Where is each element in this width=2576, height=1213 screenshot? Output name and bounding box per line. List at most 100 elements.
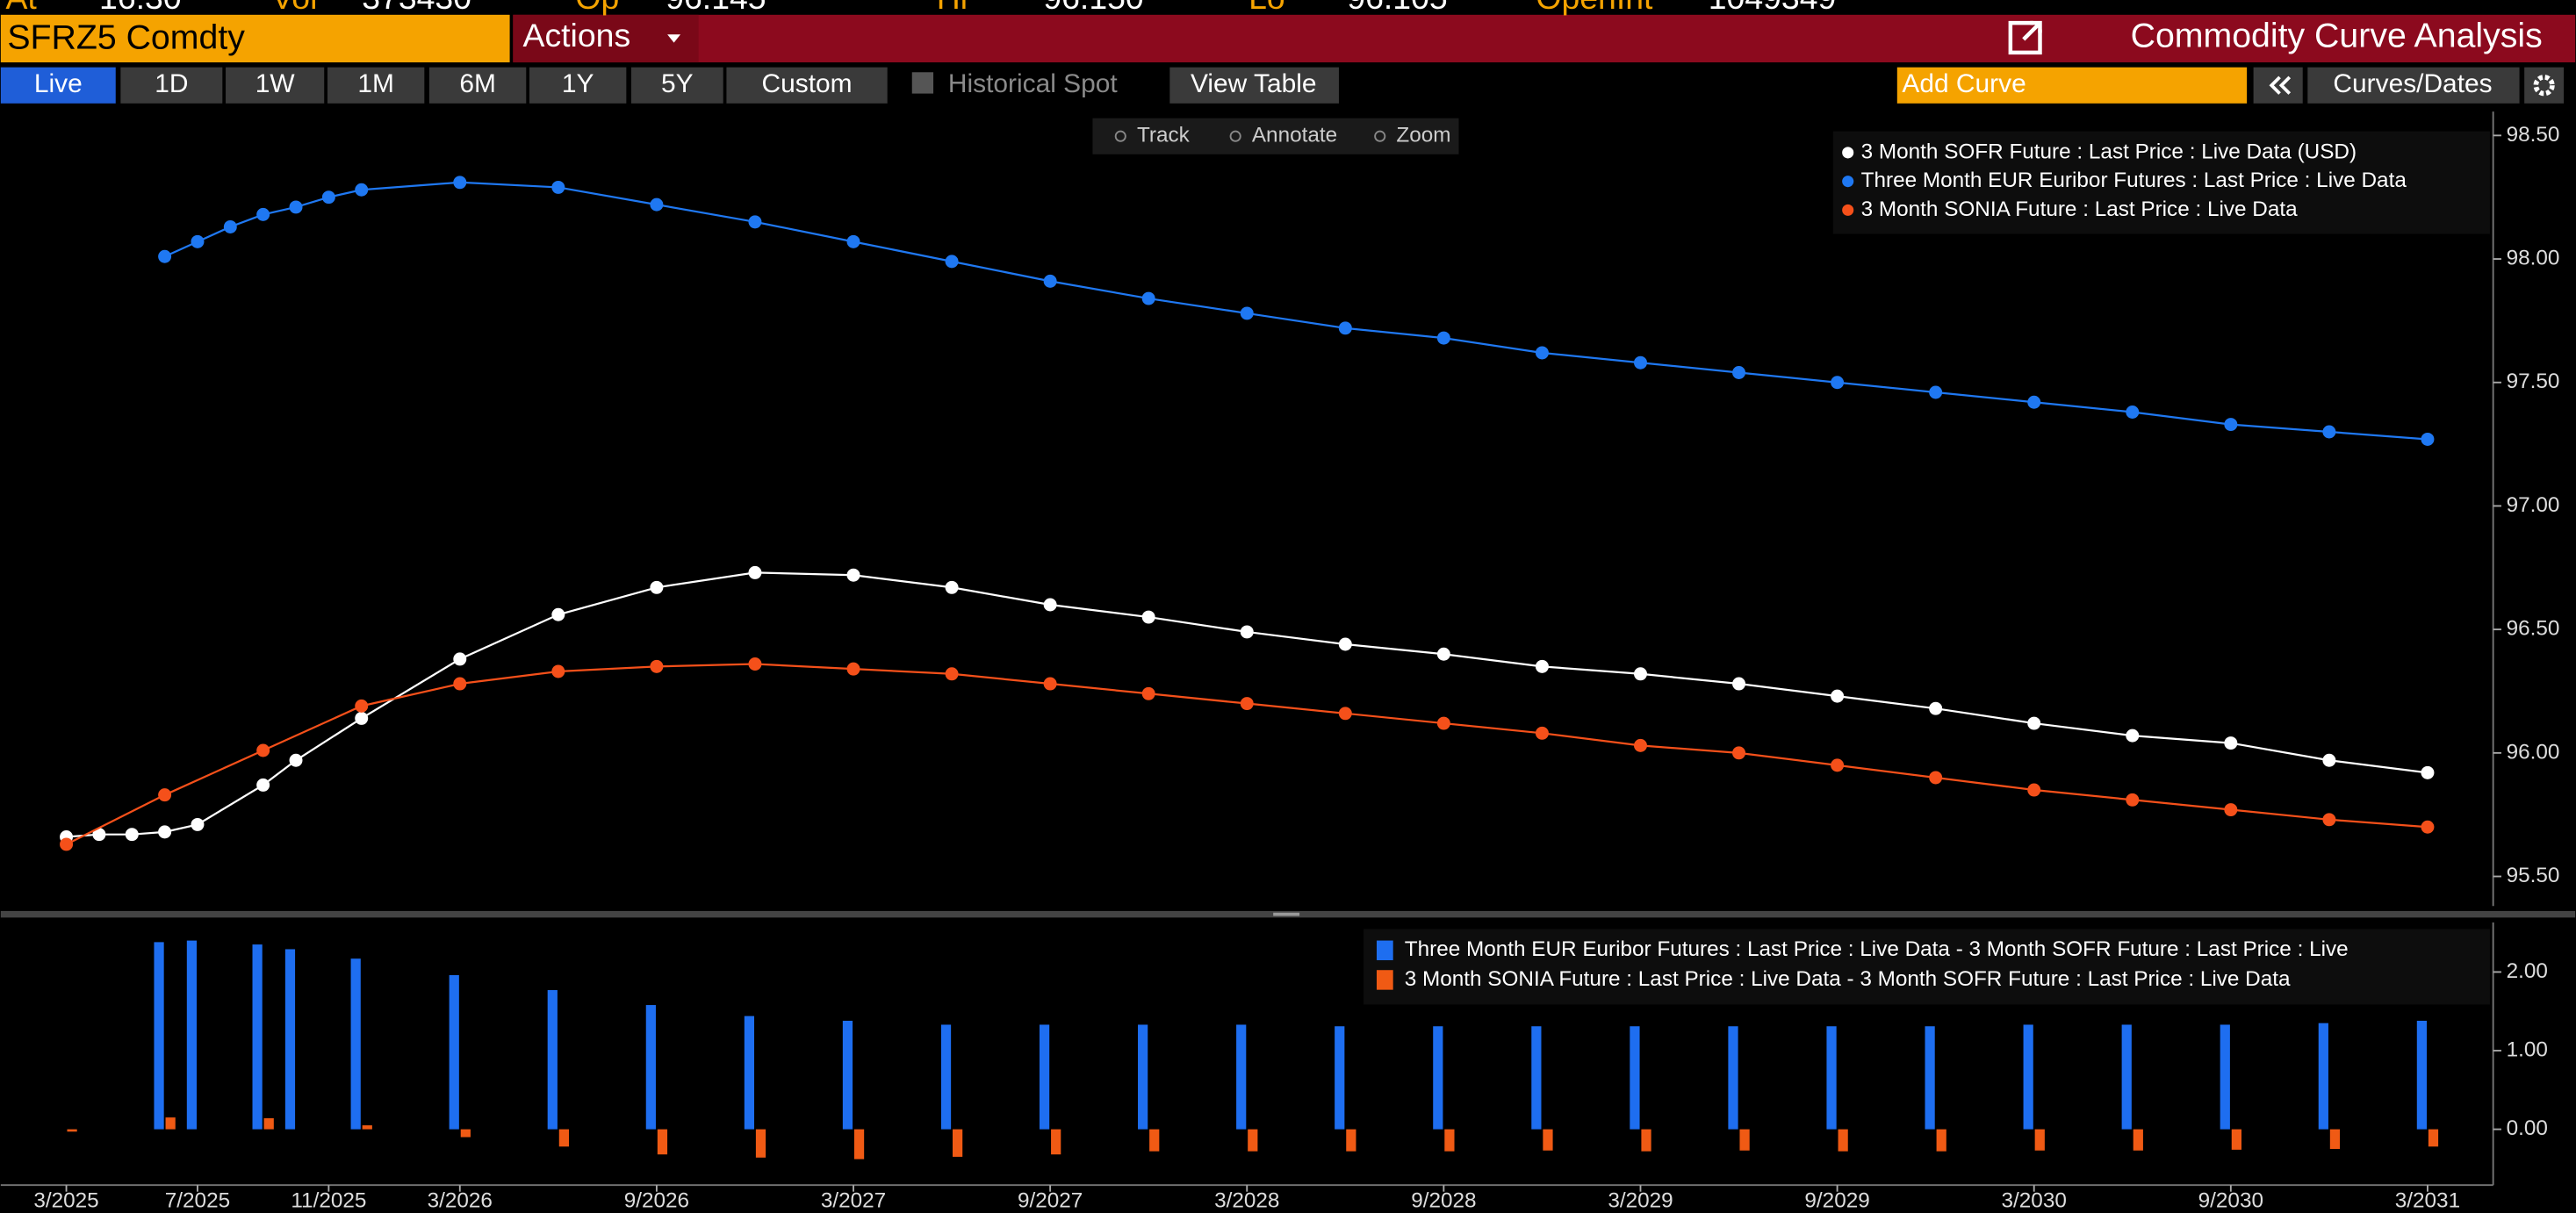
data-point — [2421, 432, 2435, 446]
collapse-icon — [2269, 75, 2292, 95]
data-point — [1633, 667, 1647, 681]
bar — [1936, 1129, 1946, 1152]
data-point — [1929, 701, 1943, 715]
y-tick-label: 96.50 — [2507, 617, 2560, 641]
bar — [657, 1129, 668, 1155]
curves-dates-button[interactable] — [2307, 67, 2520, 104]
collapse-button[interactable] — [2253, 67, 2303, 104]
data-point — [2421, 765, 2435, 779]
bar — [1728, 1026, 1738, 1130]
range-label: 6M — [459, 69, 496, 98]
bar — [853, 1129, 865, 1159]
data-point — [551, 180, 565, 194]
range-button[interactable] — [428, 67, 527, 104]
actions-button[interactable] — [513, 14, 699, 63]
chart-tools — [1092, 118, 1459, 154]
x-tick-label: 9/2030 — [2198, 1188, 2263, 1212]
legend-marker — [1842, 204, 1854, 216]
app-title: Commodity Curve Analysis — [2131, 16, 2543, 54]
range-label: 5Y — [661, 69, 694, 98]
range-button[interactable] — [327, 67, 425, 104]
y-tick-label: 98.00 — [2507, 246, 2560, 269]
data-point — [1436, 331, 1450, 345]
tool-label[interactable]: Annotate — [1252, 124, 1337, 147]
range-button[interactable] — [226, 67, 325, 104]
range-button[interactable] — [630, 67, 723, 104]
legend-label[interactable]: 3 Month SONIA Future : Last Price : Live… — [1861, 197, 2298, 221]
ticker-box[interactable] — [0, 14, 510, 63]
bar — [645, 1005, 656, 1130]
bar — [165, 1117, 176, 1130]
bar — [1138, 1024, 1148, 1130]
data-point — [2224, 736, 2238, 750]
bar — [1630, 1026, 1640, 1130]
bar — [1531, 1026, 1542, 1130]
bar — [2428, 1129, 2439, 1147]
range-label: 1D — [155, 69, 188, 98]
range-button[interactable] — [0, 67, 116, 104]
add-curve-input[interactable] — [1896, 67, 2248, 104]
bar — [1346, 1129, 1356, 1152]
checkbox[interactable] — [911, 72, 934, 94]
data-point — [551, 664, 565, 678]
bar — [1826, 1026, 1837, 1130]
legend-label[interactable]: 3 Month SONIA Future : Last Price : Live… — [1405, 967, 2291, 991]
data-point — [1338, 707, 1352, 721]
data-point — [1732, 677, 1746, 691]
data-point — [2224, 418, 2238, 432]
data-point — [1633, 355, 1647, 370]
data-point — [2322, 753, 2336, 767]
settings-button[interactable] — [2524, 67, 2565, 104]
data-point — [1043, 677, 1057, 691]
x-tick-label: 3/2027 — [821, 1188, 886, 1212]
bar — [558, 1129, 569, 1147]
bar — [1543, 1129, 1553, 1151]
data-point — [650, 659, 664, 673]
popout-icon[interactable] — [2008, 20, 2042, 55]
data-point — [191, 234, 205, 248]
bar — [67, 1129, 77, 1132]
range-label: 1Y — [562, 69, 594, 98]
bar — [842, 1020, 853, 1130]
data-point — [1831, 376, 1845, 390]
data-point — [2224, 803, 2238, 817]
data-point — [1732, 746, 1746, 760]
data-point — [1732, 366, 1746, 379]
title-bar — [513, 14, 2576, 63]
tool-buttons: Track Annotate Zoom — [1114, 124, 1451, 147]
range-button[interactable] — [120, 67, 223, 104]
data-point — [1141, 686, 1155, 700]
data-point — [748, 215, 762, 229]
data-point — [1338, 321, 1352, 335]
tool-label[interactable]: Zoom — [1396, 124, 1450, 147]
bar — [940, 1024, 952, 1130]
data-point — [1043, 598, 1057, 612]
bar — [2220, 1024, 2230, 1130]
data-point — [289, 753, 303, 767]
data-point — [355, 699, 369, 713]
legend-label[interactable]: 3 Month SOFR Future : Last Price : Live … — [1861, 140, 2357, 163]
bar — [755, 1129, 766, 1158]
data-point — [748, 657, 762, 671]
data-point — [1436, 647, 1450, 661]
legend-box — [1364, 929, 2490, 1005]
legend-marker — [1842, 176, 1854, 188]
bar — [186, 940, 198, 1130]
view-table-button[interactable] — [1169, 67, 1339, 104]
legend-label[interactable]: Three Month EUR Euribor Futures : Last P… — [1861, 169, 2407, 192]
data-point — [1633, 738, 1647, 752]
data-point — [321, 190, 335, 205]
range-button[interactable] — [529, 67, 627, 104]
range-label: Custom — [762, 69, 853, 98]
tool-label[interactable]: Track — [1137, 124, 1191, 147]
x-tick-label: 3/2029 — [1608, 1188, 1673, 1212]
data-point — [1831, 758, 1845, 772]
x-tick-label: 3/2030 — [2002, 1188, 2067, 1212]
x-tick-label: 9/2029 — [1804, 1188, 1869, 1212]
legend-label[interactable]: Three Month EUR Euribor Futures : Last P… — [1405, 937, 2349, 961]
range-button[interactable] — [726, 67, 888, 104]
bar — [1739, 1129, 1750, 1151]
range-label: 1W — [255, 69, 296, 98]
bar — [2329, 1129, 2341, 1149]
data-point — [846, 568, 860, 582]
